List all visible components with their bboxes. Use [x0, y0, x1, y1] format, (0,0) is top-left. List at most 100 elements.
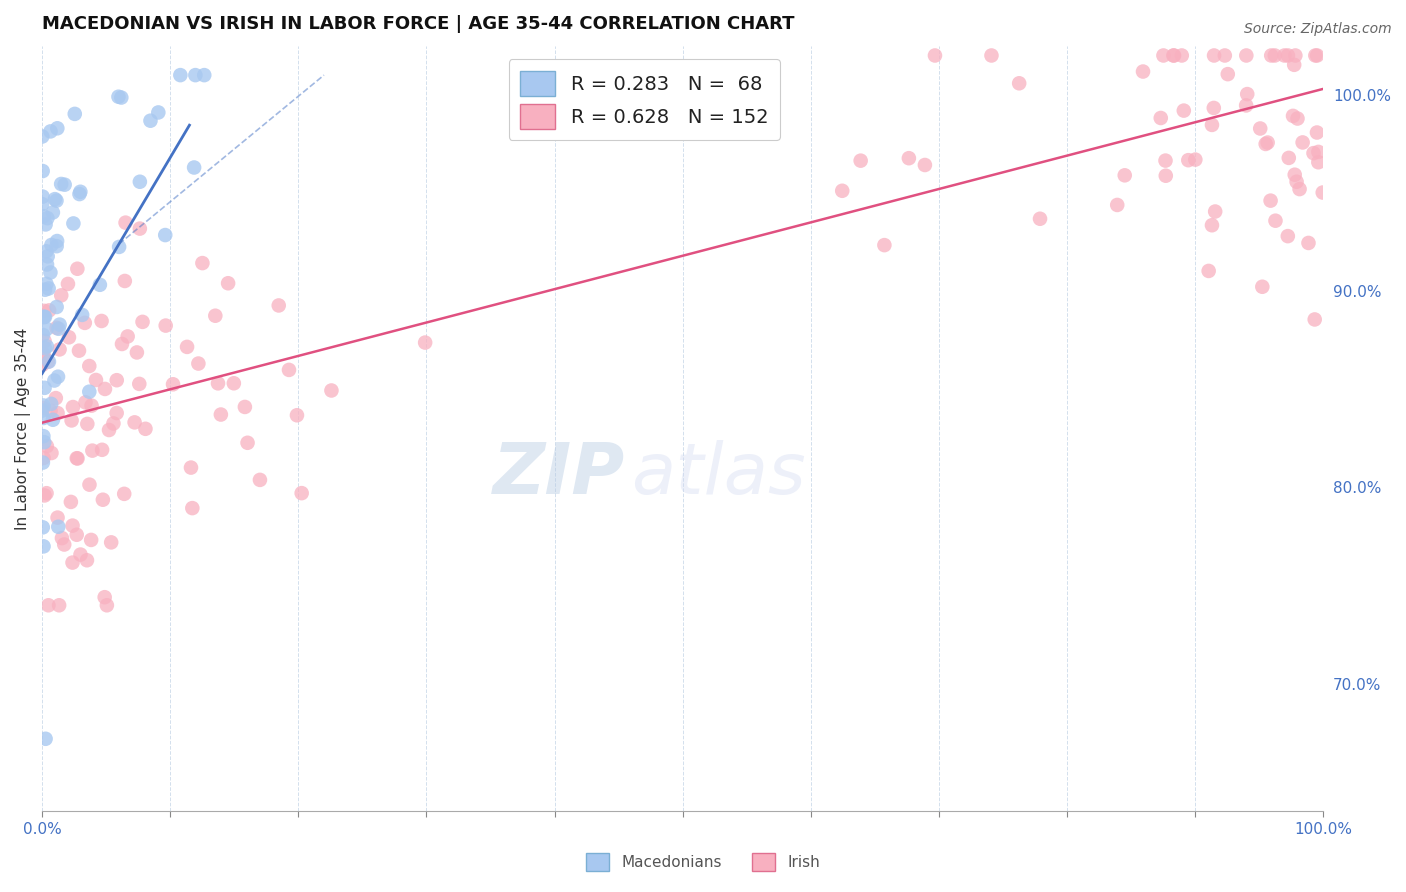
Point: [1184, 153, 1206, 167]
Point: [32, 303, 55, 318]
Point: [42, 413, 65, 427]
Point: [1171, 48, 1194, 62]
Point: [37, 249, 59, 263]
Point: [184, 68, 207, 82]
Point: [222, 376, 245, 391]
Point: [1277, 229, 1299, 244]
Point: [32, 310, 55, 324]
Point: [1202, 101, 1225, 115]
Point: [1204, 204, 1226, 219]
Point: [1282, 109, 1305, 123]
Point: [155, 228, 177, 243]
Text: Source: ZipAtlas.com: Source: ZipAtlas.com: [1244, 22, 1392, 37]
Point: [1216, 67, 1239, 81]
Point: [1298, 235, 1320, 250]
Point: [45, 321, 67, 335]
Point: [35, 244, 58, 259]
Point: [34, 381, 56, 395]
Point: [191, 256, 214, 270]
Point: [114, 216, 136, 230]
Point: [56, 277, 79, 291]
Point: [39, 124, 62, 138]
Point: [204, 309, 226, 323]
Point: [162, 377, 184, 392]
Point: [39, 397, 62, 411]
Point: [31, 129, 53, 144]
Point: [31, 358, 53, 372]
Point: [114, 274, 136, 288]
Point: [34, 341, 56, 355]
Point: [41, 446, 63, 460]
Point: [1251, 279, 1274, 293]
Point: [51, 288, 73, 302]
Point: [66, 528, 89, 542]
Point: [51, 177, 73, 191]
Point: [1284, 48, 1306, 62]
Point: [236, 435, 259, 450]
Point: [1274, 48, 1296, 62]
Point: [1312, 186, 1334, 200]
Point: [1213, 48, 1236, 62]
Point: [82, 443, 104, 458]
Text: MACEDONIAN VS IRISH IN LABOR FORCE | AGE 35-44 CORRELATION CHART: MACEDONIAN VS IRISH IN LABOR FORCE | AGE…: [42, 15, 794, 33]
Point: [31, 164, 53, 178]
Point: [66, 451, 89, 466]
Point: [1306, 126, 1329, 140]
Point: [46, 369, 69, 384]
Point: [96, 599, 118, 613]
Point: [1302, 146, 1324, 161]
Point: [31, 403, 53, 417]
Point: [79, 384, 101, 399]
Point: [37, 355, 59, 369]
Point: [32, 411, 55, 425]
Point: [35, 277, 58, 291]
Point: [131, 315, 153, 329]
Point: [1150, 111, 1173, 125]
Point: [139, 113, 162, 128]
Point: [1285, 175, 1308, 189]
Point: [45, 239, 67, 253]
Point: [285, 409, 308, 423]
Point: [46, 520, 69, 534]
Point: [32, 401, 55, 415]
Point: [1257, 136, 1279, 150]
Point: [128, 221, 150, 235]
Point: [34, 731, 56, 746]
Point: [31, 197, 53, 211]
Point: [53, 537, 76, 551]
Point: [70, 308, 93, 322]
Point: [107, 89, 129, 103]
Point: [31, 456, 53, 470]
Point: [100, 535, 122, 549]
Point: [209, 408, 232, 422]
Point: [73, 316, 96, 330]
Point: [80, 399, 103, 413]
Point: [103, 417, 125, 431]
Point: [48, 322, 70, 336]
Point: [1152, 48, 1174, 62]
Point: [32, 540, 55, 554]
Point: [66, 451, 89, 466]
Point: [98, 423, 121, 437]
Point: [134, 422, 156, 436]
Point: [62, 400, 84, 414]
Point: [45, 194, 67, 208]
Point: [181, 501, 204, 516]
Point: [32, 310, 55, 324]
Point: [69, 548, 91, 562]
Point: [924, 48, 946, 62]
Point: [46, 121, 69, 136]
Point: [38, 354, 60, 368]
Point: [1234, 98, 1257, 112]
Point: [39, 265, 62, 279]
Point: [48, 343, 70, 357]
Point: [1198, 264, 1220, 278]
Point: [183, 161, 205, 175]
Point: [1201, 118, 1223, 132]
Point: [176, 340, 198, 354]
Point: [35, 339, 58, 353]
Point: [53, 178, 76, 192]
Point: [1234, 48, 1257, 62]
Point: [67, 343, 90, 358]
Point: [1201, 219, 1223, 233]
